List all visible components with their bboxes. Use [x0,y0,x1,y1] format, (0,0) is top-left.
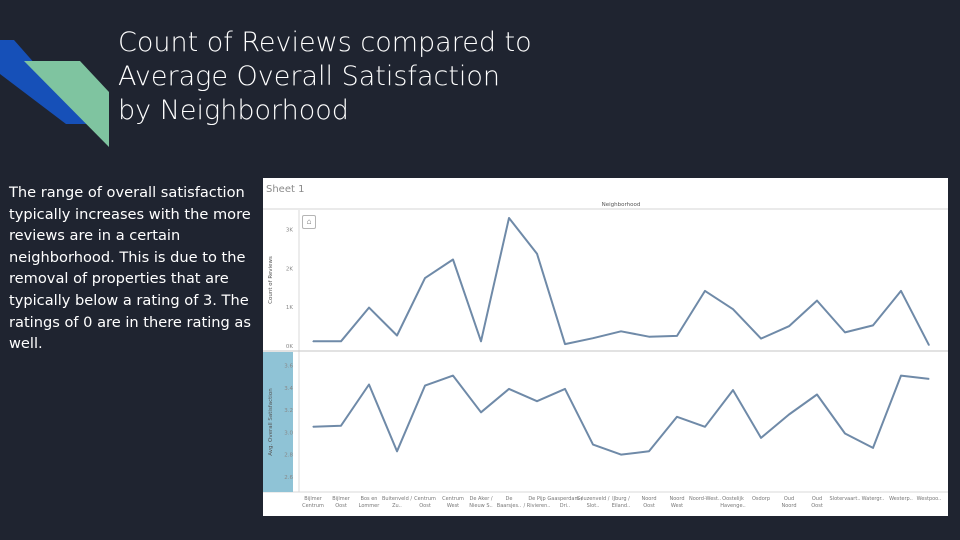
satisfaction-y-tick: 3.6 [284,364,293,370]
satisfaction-point [592,443,594,446]
satisfaction-y-tick: 3.4 [284,386,293,392]
x-tick-label: Geuzenveld / Slot.. [577,496,610,509]
deco-green-shape [24,61,109,147]
reviews-y-tick: 0K [286,344,293,350]
satisfaction-point [816,393,818,396]
reviews-point [508,217,510,219]
x-tick-label: Watergr.. [862,496,885,502]
reviews-point [340,340,342,342]
reviews-point [704,290,706,292]
satisfaction-point [620,454,622,456]
satisfaction-point [900,374,902,377]
satisfaction-point [732,389,734,391]
column-header-neighborhood: Neighborhood [602,202,641,208]
x-tick-label: Slotervaart.. [830,496,861,502]
satisfaction-point [788,413,790,416]
reviews-point [844,331,846,334]
x-tick-label: Oostelijk Havenge.. [720,496,746,509]
reviews-y-tick: 3K [286,228,293,234]
y-axis-title-reviews: Count of Reviews [268,256,274,304]
satisfaction-y-tick: 2.6 [284,475,293,481]
reviews-point [312,340,314,342]
satisfaction-point [396,450,398,452]
x-tick-label: Westerp.. [889,496,913,502]
reviews-point [536,253,538,255]
satisfaction-point [928,378,930,380]
reviews-point [788,325,790,327]
x-tick-label: IJburg / Eiland.. [612,496,631,509]
x-tick-label: Noord Oost [642,496,657,509]
satisfaction-y-tick: 2.8 [284,453,293,459]
reviews-point [760,338,762,340]
x-tick-label: Centrum West [442,496,464,509]
reviews-point [816,300,818,302]
satisfaction-point [564,388,566,390]
tableau-viz[interactable]: Sheet 1 ⌂ Neighborhood Count of Reviews Av… [263,178,948,516]
satisfaction-point [704,426,706,428]
x-tick-label: Oud Oost [811,496,823,509]
reviews-point [564,343,566,345]
x-tick-label: Noord West [670,496,685,509]
satisfaction-point [424,385,426,387]
x-tick-label: Bijlmer Oost [332,496,351,509]
reviews-point [368,307,370,309]
x-tick-label: Buitenveld / Zu.. [382,496,412,509]
satisfaction-y-tick: 3.2 [284,408,293,414]
reviews-point [676,335,678,337]
reviews-point [928,344,930,346]
home-icon[interactable]: ⌂ [302,215,316,229]
slide-body-text: The range of overall satisfaction typica… [9,184,251,353]
row-header-reviews [263,210,293,350]
x-tick-label: Bijlmer Centrum [302,496,324,509]
reviews-point [648,336,650,338]
slide-decoration [0,40,109,147]
slide-title: Count of Reviews compared to Average Ove… [118,27,532,126]
reviews-point [480,340,482,342]
satisfaction-point [676,416,678,418]
reviews-point [592,337,594,339]
reviews-point [900,290,902,292]
reviews-point [872,324,874,327]
satisfaction-point [648,450,650,452]
satisfaction-point [340,425,342,427]
x-tick-label: Noord-West.. [689,496,721,502]
satisfaction-point [536,400,538,402]
satisfaction-point [480,411,482,413]
reviews-y-tick: 1K [286,305,293,311]
dual-line-chart: Neighborhood Count of Reviews Avg. Overall… [263,202,948,509]
row-header-satisfaction [263,352,293,492]
satisfaction-point [368,383,370,386]
satisfaction-point [452,374,454,377]
satisfaction-y-tick: 3.0 [284,430,293,436]
satisfaction-point [312,426,314,428]
satisfaction-series-line [312,374,930,456]
x-tick-label: Osdorp [752,496,770,502]
satisfaction-point [872,447,874,449]
reviews-series-line [313,217,930,346]
reviews-point [424,277,426,279]
x-tick-label: Westpoo.. [917,496,942,502]
x-tick-label: De Aker / Nieuw S.. [469,496,493,509]
satisfaction-point [844,432,846,435]
satisfaction-point [760,437,762,439]
reviews-point [732,308,734,310]
x-tick-label: De Pijp / Rivieren.. [524,496,551,509]
x-tick-label: Bos en Lommer [359,496,381,509]
reviews-point [452,258,454,261]
satisfaction-point [508,388,510,390]
x-tick-label: Centrum Oost [414,496,436,509]
sheet-title: Sheet 1 [266,184,305,195]
reviews-y-tick: 2K [286,266,293,272]
x-tick-label: Gaasperdam / Dri.. [547,496,583,509]
x-tick-label: De Baarsjes.. [497,496,522,509]
y-axis-title-satisfaction: Avg. Overall Satisfaction [268,388,274,456]
reviews-point [620,330,622,332]
reviews-point [396,334,398,337]
x-tick-label: Oud Noord [782,496,797,509]
